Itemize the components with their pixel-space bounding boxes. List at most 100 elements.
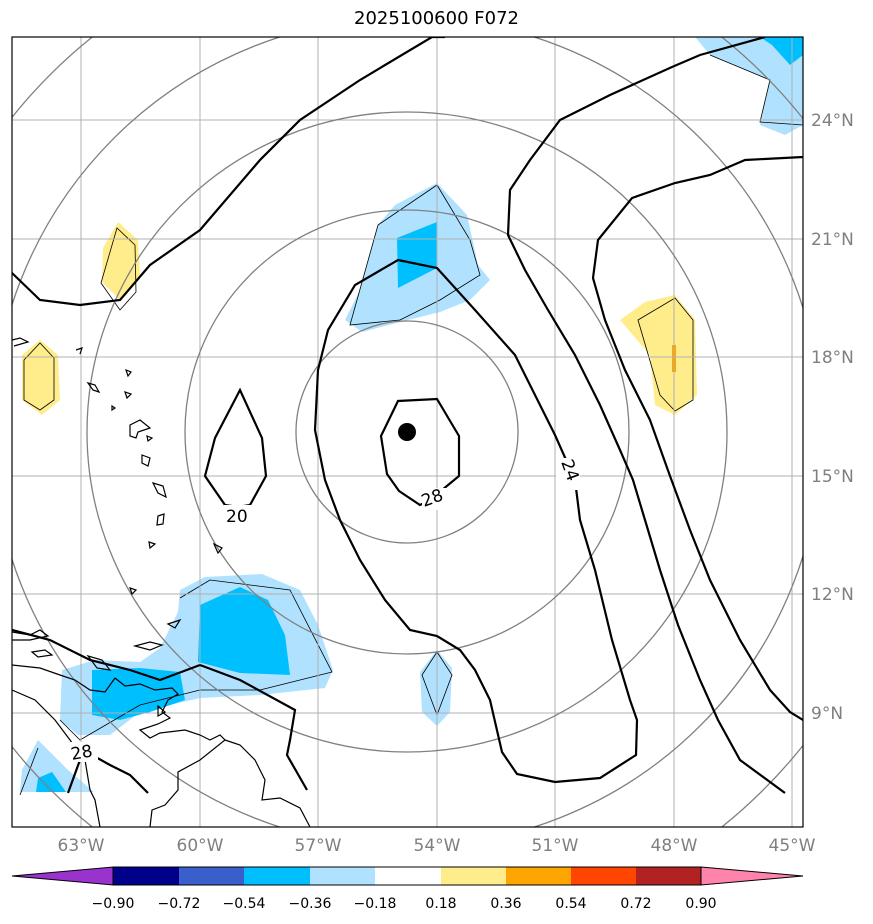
contour-line-28	[66, 753, 149, 794]
contour-label-bg	[556, 458, 580, 490]
range-ring	[184, 209, 630, 655]
colorbar-segment	[179, 867, 244, 885]
coastline	[86, 381, 101, 394]
coastline	[156, 513, 165, 526]
coastline	[125, 368, 132, 378]
coastline	[141, 454, 151, 467]
lon-tick-label: 63°W	[58, 836, 105, 856]
lon-tick-label: 54°W	[414, 836, 461, 856]
contour-line	[591, 155, 803, 721]
coastline	[151, 482, 167, 499]
coastline	[114, 677, 226, 827]
colorbar-tick-label: −0.18	[354, 896, 397, 912]
coastline	[86, 654, 112, 671]
light-blue-region	[420, 650, 452, 726]
colorbar-tick-label: −0.90	[92, 896, 135, 912]
contour-label-bg	[422, 488, 452, 510]
range-ring	[295, 320, 519, 544]
coastline	[166, 618, 182, 629]
yellow-region	[620, 295, 697, 415]
coastline	[157, 704, 167, 718]
colorbar-segment	[113, 867, 179, 885]
outline	[421, 651, 453, 717]
map-title: 2025100600 F072	[354, 8, 519, 29]
coastline	[212, 542, 223, 555]
outline	[709, 54, 803, 126]
latitude-tick-labels: 24°N 21°N 18°N 15°N 12°N 9°N	[811, 111, 854, 724]
colorbar-segment	[506, 867, 571, 885]
colorbar-segment	[571, 867, 636, 885]
gridlines	[12, 37, 803, 827]
lon-tick-label: 51°W	[532, 836, 579, 856]
contour-label-bg	[224, 505, 252, 525]
contours	[12, 37, 803, 794]
yellow-region	[102, 222, 140, 300]
colorbar-segment	[244, 867, 310, 885]
colorbar-tick-label: −0.36	[289, 896, 332, 912]
lat-tick-label: 24°N	[811, 111, 854, 131]
outline	[23, 342, 55, 411]
colorbar-segment	[375, 867, 441, 885]
range-ring	[86, 111, 728, 753]
storm-center-marker	[398, 423, 416, 441]
outline	[19, 747, 39, 796]
coastline	[132, 641, 164, 651]
coastline	[12, 664, 116, 693]
shaded-anomalies	[20, 37, 803, 792]
contour-label-bg	[70, 742, 98, 762]
lat-tick-label: 21°N	[811, 230, 854, 250]
colorbar-tick-label: 0.54	[555, 896, 586, 912]
coastline	[129, 419, 152, 439]
coastline	[146, 435, 154, 443]
light-blue-region	[695, 37, 803, 135]
colorbar-tick-label: −0.72	[158, 896, 201, 912]
contour-line	[12, 37, 433, 307]
colorbar-tick-label: −0.54	[223, 896, 266, 912]
lon-tick-label: 45°W	[769, 836, 816, 856]
blue-region	[36, 772, 66, 792]
coastline	[124, 391, 133, 400]
colorbar: −0.90 −0.72 −0.54 −0.36 −0.18 0.18 0.36 …	[11, 866, 804, 912]
coastline	[129, 587, 138, 596]
lat-tick-label: 15°N	[811, 467, 854, 487]
colorbar-tick-label: 0.18	[425, 896, 456, 912]
contour-label-28: 28	[69, 741, 94, 764]
colorbar-segment	[636, 867, 701, 885]
contour-label-20: 20	[226, 507, 248, 527]
outline	[349, 184, 481, 326]
colorbar-segment	[310, 867, 375, 885]
colorbar-segment	[441, 867, 506, 885]
lon-tick-label: 48°W	[651, 836, 698, 856]
colorbar-frame	[112, 866, 702, 886]
yellow-region	[22, 340, 60, 415]
lat-tick-label: 9°N	[811, 704, 843, 724]
contour-line	[199, 663, 308, 791]
lat-tick-label: 18°N	[811, 348, 854, 368]
coastline	[148, 541, 157, 550]
coastline	[30, 649, 54, 658]
colorbar-segment-extend-high	[700, 866, 804, 886]
longitude-tick-labels: 63°W 60°W 57°W 54°W 51°W 48°W 45°W	[58, 836, 816, 856]
contour-line-24	[313, 37, 639, 784]
coastline	[111, 404, 117, 412]
blue-region	[198, 587, 290, 675]
map-frame	[11, 36, 804, 828]
contour-line-24	[506, 37, 786, 794]
outline	[637, 297, 694, 412]
colorbar-tick-label: 0.90	[685, 896, 716, 912]
blue-region	[92, 668, 185, 720]
lon-tick-label: 60°W	[177, 836, 224, 856]
coastline	[75, 347, 83, 355]
lon-tick-label: 57°W	[295, 836, 342, 856]
colorbar-tick-label: 0.36	[490, 896, 521, 912]
lat-tick-label: 12°N	[811, 585, 854, 605]
coastline	[224, 739, 311, 827]
outline	[100, 227, 137, 311]
colorbar-tick-label: 0.72	[620, 896, 651, 912]
contour-line	[12, 628, 201, 682]
coastline	[12, 337, 30, 347]
contour-line-20	[203, 387, 268, 509]
